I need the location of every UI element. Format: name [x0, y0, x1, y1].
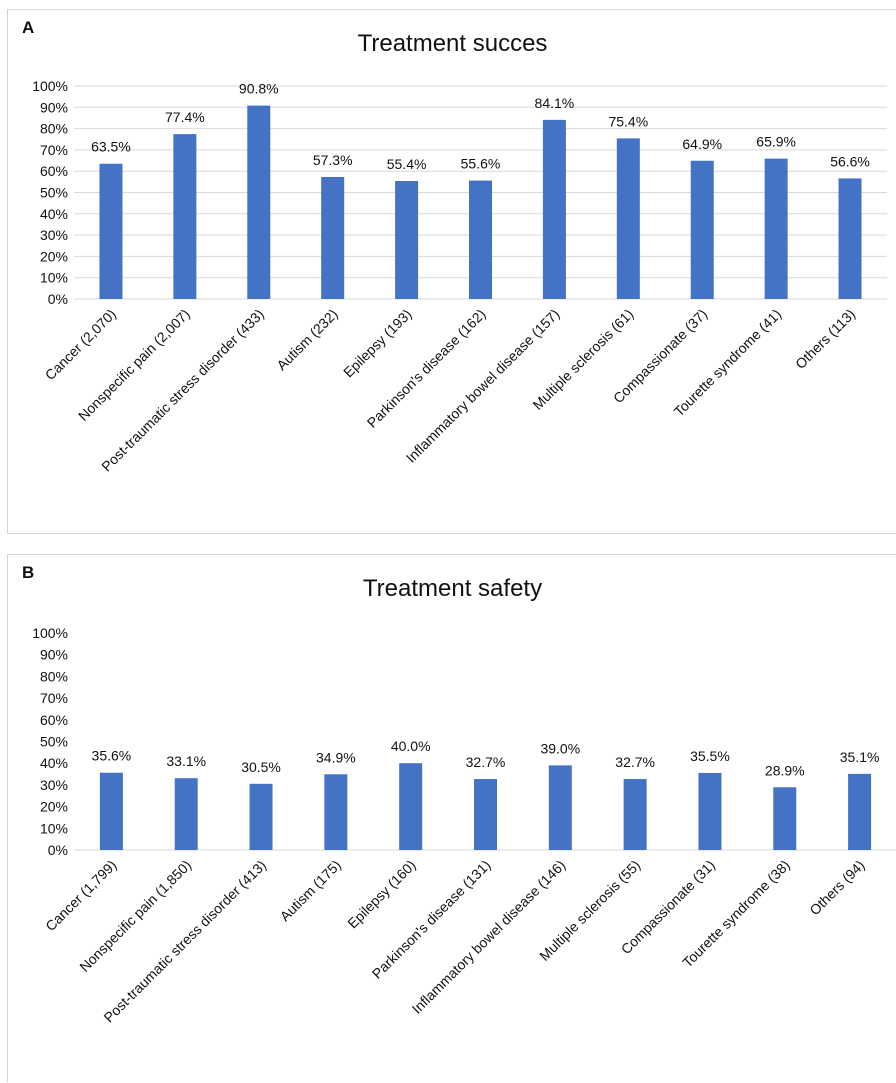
bar [773, 787, 797, 850]
data-label: 32.7% [466, 754, 506, 770]
data-label: 35.6% [92, 748, 132, 764]
bar [690, 160, 714, 299]
panel-label: B [22, 563, 35, 582]
data-label: 39.0% [540, 740, 580, 756]
chart-panel-a: A Treatment succes 0% 10% 20% 30% 40% 50% 60% 7… [7, 9, 896, 534]
bar [174, 778, 198, 850]
y-tick-label: 80% [40, 668, 68, 684]
chart-a-svg: 0% 10% 20% 30% 40% 50% 60% 70% 80% 90% 100% 63.5% Ca… [32, 78, 887, 475]
y-tick-label: 10% [40, 820, 68, 836]
y-tick-label: 60% [40, 163, 68, 179]
bar [838, 178, 862, 299]
x-tick-label: Epilepsy (160) [344, 857, 419, 932]
y-tick-label: 50% [40, 185, 68, 201]
bar [99, 163, 123, 299]
x-tick-label: Post-traumatic stress disorder (413) [100, 857, 269, 1026]
x-tick-label: Inflammatory bowel disease (146) [409, 857, 569, 1017]
y-tick-label: 40% [40, 206, 68, 222]
y-tick-label: 90% [40, 647, 68, 663]
data-label: 75.4% [608, 113, 648, 129]
y-tick-label: 100% [32, 625, 68, 641]
bar [99, 772, 123, 850]
chart-title: Treatment safety [362, 575, 543, 602]
x-tick-label: Post-traumatic stress disorder (433) [98, 306, 267, 475]
x-tick-label: Cancer (1,799) [42, 857, 119, 934]
bar [469, 180, 492, 299]
data-label: 35.1% [840, 749, 880, 765]
bar [249, 783, 273, 850]
bar [764, 158, 788, 299]
y-tick-label: 30% [40, 777, 68, 793]
x-tick-label: Others (94) [806, 857, 867, 918]
data-label: 64.9% [682, 136, 722, 152]
x-tick-label: Autism (175) [277, 857, 344, 924]
bar [548, 765, 572, 850]
data-label: 56.6% [830, 153, 870, 169]
chart-b-svg: 0% 10% 20% 30% 40% 50% 60% 70% 80% 90% 100% 35.6% Ca… [32, 625, 896, 1026]
data-label: 77.4% [165, 109, 205, 125]
x-tick-label: Autism (232) [273, 306, 340, 373]
data-label: 57.3% [313, 152, 353, 168]
chart-panel-b: B Treatment safety 0% 10% 20% 30% 40% 50% 60% 7… [7, 554, 896, 1082]
y-tick-label: 20% [40, 799, 68, 815]
bar [173, 134, 197, 299]
data-label: 63.5% [91, 139, 131, 155]
y-tick-label: 80% [40, 121, 68, 137]
bar [542, 119, 566, 299]
data-label: 40.0% [391, 738, 431, 754]
x-tick-label: Cancer (2,070) [42, 306, 119, 383]
y-tick-label: 50% [40, 734, 68, 750]
data-label: 35.5% [690, 748, 730, 764]
y-tick-label: 90% [40, 99, 68, 115]
chart-title: Treatment succes [357, 30, 548, 57]
y-tick-label: 20% [40, 248, 68, 264]
y-tick-label: 100% [32, 78, 68, 94]
y-tick-label: 70% [40, 142, 68, 158]
bar [848, 773, 872, 850]
bar [399, 763, 423, 850]
y-tick-label: 0% [48, 291, 68, 307]
data-label: 90.8% [239, 81, 279, 97]
y-tick-label: 30% [40, 227, 68, 243]
y-tick-label: 10% [40, 270, 68, 286]
data-label: 55.4% [387, 156, 427, 172]
data-label: 55.6% [461, 156, 501, 172]
bar [616, 138, 640, 299]
y-tick-label: 40% [40, 755, 68, 771]
data-label: 65.9% [756, 134, 796, 150]
x-tick-label: Epilepsy (193) [340, 306, 415, 381]
bar [321, 176, 345, 299]
data-label: 30.5% [241, 759, 281, 775]
y-tick-label: 0% [48, 842, 68, 858]
x-tick-label: Parkinson's disease (162) [364, 306, 489, 431]
data-label: 33.1% [166, 753, 206, 769]
bar [395, 180, 419, 299]
bar [474, 779, 497, 850]
bar [623, 779, 647, 850]
x-tick-label: Inflammatory bowel disease (157) [403, 306, 563, 466]
x-tick-label: Others (113) [792, 306, 858, 372]
panel-label: A [22, 18, 35, 37]
y-tick-label: 70% [40, 690, 68, 706]
y-tick-label: 60% [40, 712, 68, 728]
data-label: 28.9% [765, 762, 805, 778]
data-label: 84.1% [535, 95, 575, 111]
bar [324, 774, 348, 850]
bar [247, 105, 271, 299]
data-label: 32.7% [615, 754, 655, 770]
data-label: 34.9% [316, 749, 356, 765]
bar [698, 772, 722, 850]
